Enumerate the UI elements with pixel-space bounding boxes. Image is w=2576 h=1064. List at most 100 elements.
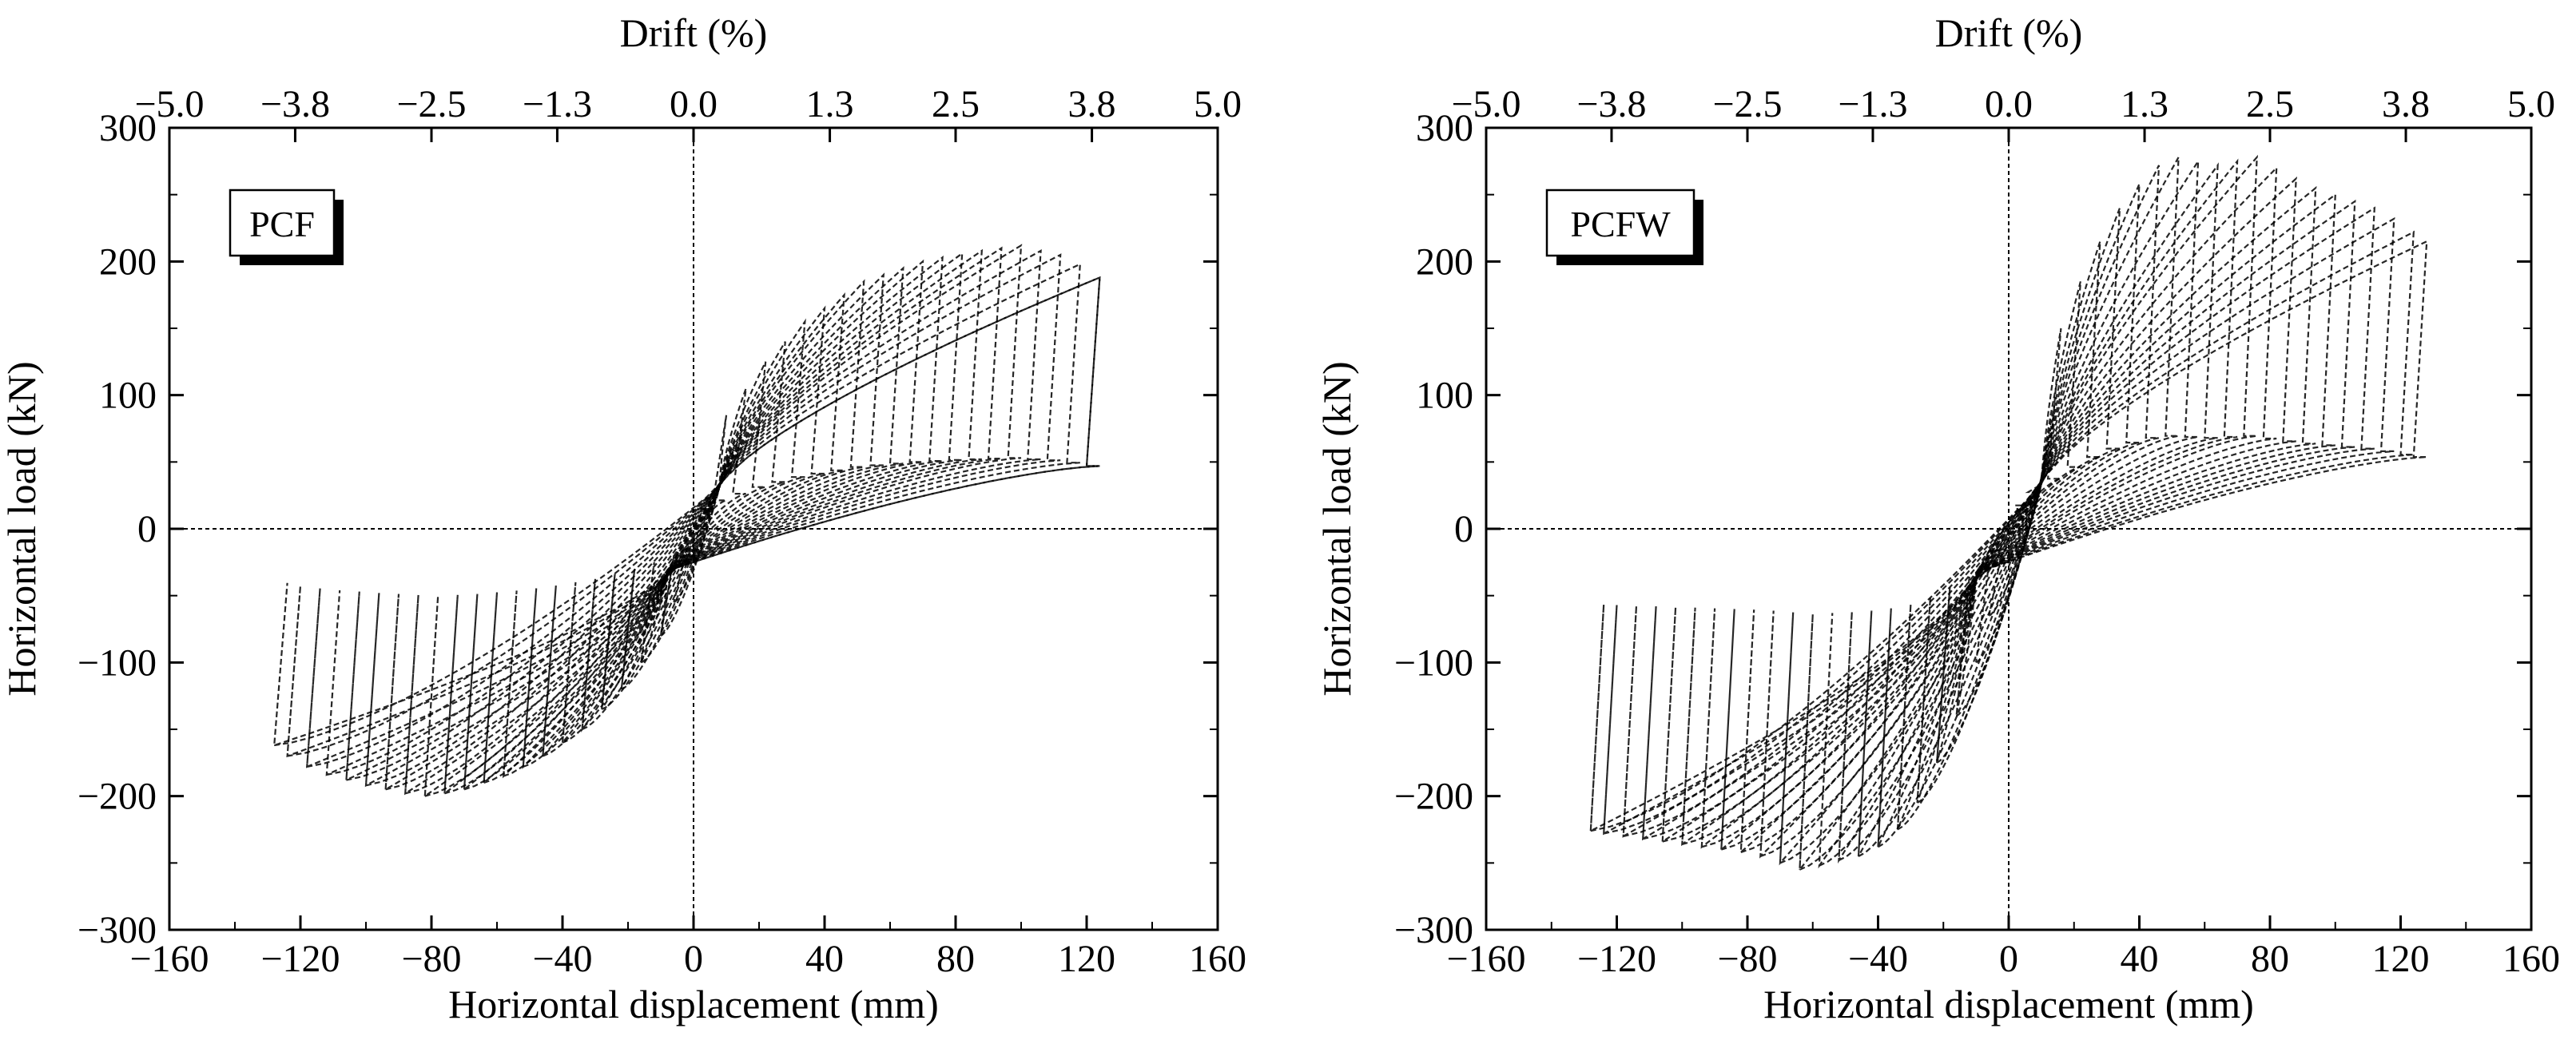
- x2-tick-label: 2.5: [2246, 83, 2294, 125]
- y-tick-label: −300: [1394, 909, 1473, 951]
- panel-label-frame: [1545, 189, 1695, 257]
- y-tick-label: 0: [137, 508, 157, 550]
- y-tick-label: −200: [78, 776, 157, 818]
- x-axis-title: Horizontal displacement (mm): [448, 982, 939, 1026]
- x2-tick-label: −3.8: [260, 83, 330, 125]
- x2-axis-title: Drift (%): [620, 10, 768, 55]
- y-axis-title: Horizontal load (kN): [0, 361, 44, 696]
- x2-tick-label: 5.0: [1194, 83, 1242, 125]
- hysteresis-loop-19: [325, 253, 1062, 776]
- x-tick-label: 0: [684, 938, 703, 980]
- x2-tick-label: −5.0: [134, 83, 204, 125]
- hysteresis-loop-11: [483, 266, 904, 785]
- y-tick-label: −100: [78, 641, 157, 684]
- hysteresis-loop-12: [1779, 158, 2239, 866]
- hysteresis-loop-20: [1622, 216, 2395, 838]
- hysteresis-loop-6: [581, 318, 806, 732]
- x-tick-label: −120: [260, 938, 340, 980]
- hysteresis-loop-7: [561, 305, 826, 746]
- hysteresis-loop-21: [286, 276, 1101, 758]
- hysteresis-loop-15: [1720, 177, 2297, 852]
- x-tick-label: −160: [129, 938, 209, 980]
- x-tick-label: 80: [936, 938, 975, 980]
- hysteresis-loop-20: [305, 262, 1082, 768]
- hysteresis-loop-18: [1661, 199, 2356, 844]
- y-tick-label: −200: [1394, 776, 1473, 818]
- hysteresis-loop-3: [640, 387, 747, 664]
- x-tick-label: 160: [1189, 938, 1246, 980]
- panel-label-text: PCFW: [1570, 204, 1671, 244]
- x-tick-label: −120: [1577, 938, 1656, 980]
- hysteresis-curves: [272, 244, 1101, 798]
- y-tick-label: 200: [1416, 240, 1473, 283]
- hysteresis-loop-6: [1896, 208, 2121, 831]
- hysteresis-loop-11: [1799, 162, 2219, 873]
- x-tick-label: 80: [2251, 938, 2289, 980]
- hysteresis-loop-8: [542, 292, 845, 759]
- hysteresis-loop-19: [1641, 206, 2376, 841]
- y-tick-label: 200: [99, 240, 157, 283]
- x2-tick-label: 0.0: [1985, 83, 2033, 125]
- hysteresis-loop-9: [522, 279, 865, 769]
- x-tick-label: 160: [2502, 938, 2560, 980]
- y-tick-label: 100: [1416, 375, 1473, 417]
- x2-tick-label: −2.5: [1712, 83, 1782, 125]
- x-tick-label: 40: [2121, 938, 2159, 980]
- y-tick-label: 100: [99, 375, 157, 417]
- hysteresis-loop-13: [1759, 154, 2258, 859]
- x2-tick-label: −3.8: [1576, 83, 1646, 125]
- y-tick-label: −300: [78, 909, 157, 951]
- y-tick-label: 300: [99, 107, 157, 149]
- x-axis-title: Horizontal displacement (mm): [1763, 982, 2254, 1026]
- x2-tick-label: 0.0: [670, 83, 718, 125]
- x-tick-label: 120: [2372, 938, 2430, 980]
- x2-tick-label: −5.0: [1451, 83, 1521, 125]
- x2-tick-label: 5.0: [2507, 83, 2555, 125]
- x-tick-label: −80: [1717, 938, 1777, 980]
- x-tick-label: 0: [1999, 938, 2018, 980]
- x2-tick-label: 3.8: [1068, 83, 1116, 125]
- x2-tick-label: 3.8: [2382, 83, 2430, 125]
- chart-panel-pcfw: −160 −120 −80 −40 0 40 80 120 160 −5.0 −3.8 −2.5 −1.…: [1314, 10, 2560, 1026]
- x-tick-label: −160: [1446, 938, 1525, 980]
- panel-label-frame: [229, 189, 336, 257]
- panel-label-box: PCFW: [1545, 189, 1703, 265]
- x2-tick-label: 2.5: [932, 83, 980, 125]
- x-tick-label: −80: [401, 938, 461, 980]
- x-tick-label: 40: [805, 938, 844, 980]
- hysteresis-loop-15: [403, 248, 984, 796]
- hysteresis-loop-2: [1975, 482, 2043, 664]
- hysteresis-loop-9: [1838, 157, 2180, 864]
- hysteresis-loop-8: [1857, 165, 2161, 857]
- hysteresis-loop-12: [463, 259, 924, 792]
- hysteresis-loop-16: [1700, 185, 2317, 849]
- x2-tick-label: −1.3: [1838, 83, 1907, 125]
- x2-tick-label: −1.3: [523, 83, 592, 125]
- hysteresis-loop-14: [1739, 165, 2278, 855]
- x2-tick-label: −2.5: [396, 83, 466, 125]
- x-tick-label: 120: [1058, 938, 1115, 980]
- y-tick-label: 0: [1454, 508, 1473, 550]
- y-tick-label: −100: [1394, 641, 1473, 684]
- hysteresis-loop-21: [1602, 230, 2415, 836]
- x-tick-label: −40: [1848, 938, 1908, 980]
- hysteresis-loop-18: [345, 248, 1042, 782]
- hysteresis-loop-14: [423, 252, 964, 798]
- hysteresis-loop-7: [1877, 183, 2141, 848]
- hysteresis-loop-5: [601, 341, 786, 710]
- panel-label-box: PCF: [229, 189, 344, 265]
- hysteresis-loop-10: [502, 272, 885, 779]
- x2-tick-label: 1.3: [2121, 83, 2169, 125]
- hysteresis-curves: [1589, 154, 2428, 873]
- x2-axis-title: Drift (%): [1935, 10, 2083, 55]
- y-axis-title: Horizontal load (kN): [1314, 361, 1359, 696]
- y-tick-label: 300: [1416, 107, 1473, 149]
- hysteresis-loop-10: [1818, 157, 2200, 869]
- chart-panel-pcf: −160 −120 −80 −40 0 40 80 120 160 −5.0 −3.8 −2.5 −1.…: [0, 10, 1246, 1026]
- x2-tick-label: 1.3: [806, 83, 854, 125]
- hysteresis-loop-17: [1681, 193, 2337, 847]
- hysteresis-loop-13: [443, 255, 944, 796]
- x-tick-label: −40: [532, 938, 592, 980]
- hysteresis-loop-22: [272, 276, 1101, 747]
